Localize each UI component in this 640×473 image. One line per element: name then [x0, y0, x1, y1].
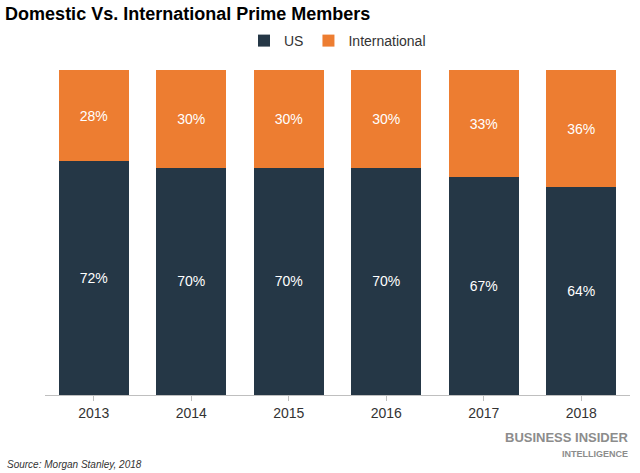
svg-text:US: US — [284, 33, 303, 49]
svg-text:30%: 30% — [177, 111, 205, 127]
svg-text:36%: 36% — [567, 121, 595, 137]
svg-text:INTELLIGENCE: INTELLIGENCE — [562, 449, 628, 459]
svg-text:70%: 70% — [372, 273, 400, 289]
svg-text:28%: 28% — [80, 108, 108, 124]
svg-text:2013: 2013 — [78, 405, 109, 421]
svg-text:64%: 64% — [567, 283, 595, 299]
svg-text:72%: 72% — [80, 270, 108, 286]
svg-text:BUSINESS INSIDER: BUSINESS INSIDER — [505, 430, 628, 445]
svg-text:70%: 70% — [275, 273, 303, 289]
svg-text:30%: 30% — [372, 111, 400, 127]
svg-text:2014: 2014 — [176, 405, 207, 421]
svg-text:2015: 2015 — [273, 405, 304, 421]
svg-text:Source: Morgan Stanley, 2018: Source: Morgan Stanley, 2018 — [7, 459, 142, 470]
svg-text:67%: 67% — [470, 278, 498, 294]
svg-text:International: International — [348, 33, 425, 49]
svg-text:70%: 70% — [177, 273, 205, 289]
svg-text:2017: 2017 — [468, 405, 499, 421]
svg-text:30%: 30% — [275, 111, 303, 127]
svg-text:2016: 2016 — [371, 405, 402, 421]
svg-text:2018: 2018 — [566, 405, 597, 421]
svg-text:33%: 33% — [470, 116, 498, 132]
svg-text:Domestic Vs. International Pri: Domestic Vs. International Prime Members — [5, 4, 370, 24]
